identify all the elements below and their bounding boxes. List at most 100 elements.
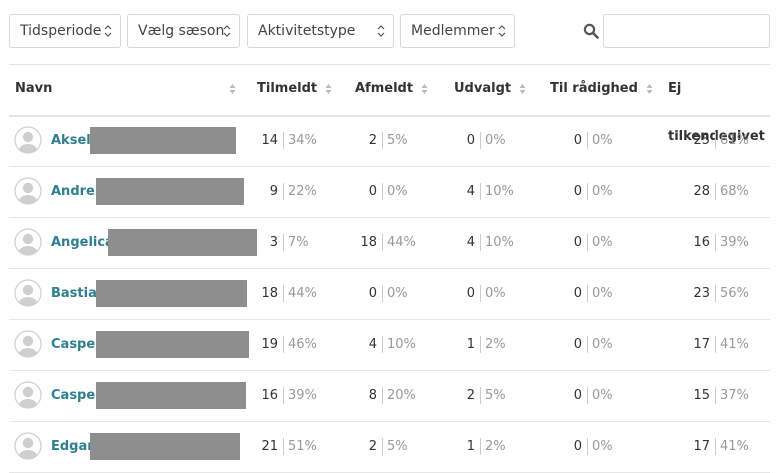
percent-value: 51% <box>288 439 317 454</box>
count-value: 23 <box>693 286 710 301</box>
available-percent-cell: 0% <box>592 166 652 217</box>
cell-divider <box>382 217 383 268</box>
members-select[interactable]: Medlemmer <box>400 14 515 48</box>
cell-divider <box>715 319 716 370</box>
header-cancelled[interactable]: Afmeldt <box>355 65 428 113</box>
cancelled-count-cell: 8 <box>322 370 382 421</box>
search-icon[interactable] <box>583 23 599 39</box>
percent-value: 5% <box>387 133 408 148</box>
count-value: 15 <box>693 388 710 403</box>
not-responded-percent-cell: 37% <box>720 370 780 421</box>
signed-up-percent-cell: 34% <box>288 115 348 166</box>
signed-up-percent-cell: 51% <box>288 421 348 472</box>
sort-icon <box>325 83 332 94</box>
header-available[interactable]: Til rådighed <box>550 65 653 113</box>
available-count-cell: 0 <box>527 217 587 268</box>
avatar-icon <box>14 126 42 154</box>
member-name-link[interactable]: Angelica <box>51 235 114 250</box>
header-name-label: Navn <box>15 81 53 96</box>
cancelled-percent-cell: 44% <box>387 217 447 268</box>
cell-divider <box>283 268 284 319</box>
cancelled-count-cell: 2 <box>322 115 382 166</box>
member-name-link[interactable]: Bastian <box>51 286 107 301</box>
count-value: 0 <box>573 439 582 454</box>
header-signed-up[interactable]: Tilmeldt <box>257 65 332 113</box>
percent-value: 41% <box>720 337 749 352</box>
percent-value: 0% <box>592 235 613 250</box>
selected-count-cell: 0 <box>420 115 480 166</box>
count-value: 2 <box>368 133 377 148</box>
table-row: Aksel 14 34% 2 5% 0 0% 0 0% 25 61% <box>9 115 770 167</box>
count-value: 19 <box>261 337 278 352</box>
cell-divider <box>587 115 588 166</box>
member-name-link[interactable]: Edgar <box>51 439 94 454</box>
season-select[interactable]: Vælg sæson <box>127 14 240 48</box>
header-cancelled-label: Afmeldt <box>355 81 414 96</box>
table-row: Casper 16 39% 8 20% 2 5% 0 0% 15 37% <box>9 370 770 422</box>
cell-divider <box>283 370 284 421</box>
selected-count-cell: 2 <box>420 370 480 421</box>
member-name-link[interactable]: Casper <box>51 388 102 403</box>
avatar-icon <box>14 279 42 307</box>
count-value: 2 <box>368 439 377 454</box>
cell-divider <box>587 421 588 472</box>
percent-value: 0% <box>485 286 506 301</box>
cell-divider <box>283 421 284 472</box>
available-count-cell: 0 <box>527 319 587 370</box>
selected-percent-cell: 2% <box>485 421 545 472</box>
selected-percent-cell: 0% <box>485 268 545 319</box>
percent-value: 2% <box>485 439 506 454</box>
available-count-cell: 0 <box>527 421 587 472</box>
not-responded-percent-cell: 68% <box>720 166 780 217</box>
header-not-responded[interactable]: Ej tilkendegivet <box>668 65 770 144</box>
percent-value: 61% <box>720 133 749 148</box>
avatar-icon <box>14 432 42 460</box>
period-select[interactable]: Tidsperiode <box>9 14 121 48</box>
header-name[interactable]: Navn <box>15 65 236 113</box>
percent-value: 10% <box>485 184 514 199</box>
sort-icon <box>646 83 653 94</box>
cell-divider <box>587 268 588 319</box>
selected-percent-cell: 0% <box>485 115 545 166</box>
available-percent-cell: 0% <box>592 217 652 268</box>
table-row: Casper 19 46% 4 10% 1 2% 0 0% 17 41% <box>9 319 770 371</box>
member-name-link[interactable]: Andrei <box>51 184 100 199</box>
percent-value: 44% <box>387 235 416 250</box>
cell-divider <box>715 217 716 268</box>
percent-value: 22% <box>288 184 317 199</box>
cell-divider <box>587 370 588 421</box>
updown-arrows-icon <box>223 25 231 37</box>
percent-value: 7% <box>288 235 309 250</box>
percent-value: 0% <box>592 439 613 454</box>
signed-up-percent-cell: 7% <box>288 217 348 268</box>
count-value: 14 <box>261 133 278 148</box>
not-responded-percent-cell: 41% <box>720 319 780 370</box>
header-selected-label: Udvalgt <box>454 81 512 96</box>
header-available-label: Til rådighed <box>550 81 638 96</box>
activity-type-select-label: Aktivitetstype <box>258 23 356 39</box>
member-name-link[interactable]: Casper <box>51 337 102 352</box>
percent-value: 0% <box>387 184 408 199</box>
cancelled-count-cell: 0 <box>322 268 382 319</box>
not-responded-count-cell: 25 <box>655 115 715 166</box>
cell-divider <box>715 370 716 421</box>
cell-divider <box>480 166 481 217</box>
count-value: 18 <box>360 235 377 250</box>
member-name-link[interactable]: Aksel <box>51 133 91 148</box>
header-selected[interactable]: Udvalgt <box>454 65 526 113</box>
search-input[interactable] <box>612 16 766 48</box>
search-field[interactable] <box>603 14 770 48</box>
cell-divider <box>587 319 588 370</box>
not-responded-count-cell: 16 <box>655 217 715 268</box>
cell-divider <box>480 268 481 319</box>
cancelled-percent-cell: 5% <box>387 115 447 166</box>
percent-value: 5% <box>387 439 408 454</box>
redacted-surname <box>96 382 246 409</box>
selected-count-cell: 1 <box>420 421 480 472</box>
redacted-surname <box>96 280 247 307</box>
cancelled-percent-cell: 20% <box>387 370 447 421</box>
cell-divider <box>480 115 481 166</box>
selected-count-cell: 1 <box>420 319 480 370</box>
percent-value: 0% <box>592 184 613 199</box>
activity-type-select[interactable]: Aktivitetstype <box>247 14 394 48</box>
